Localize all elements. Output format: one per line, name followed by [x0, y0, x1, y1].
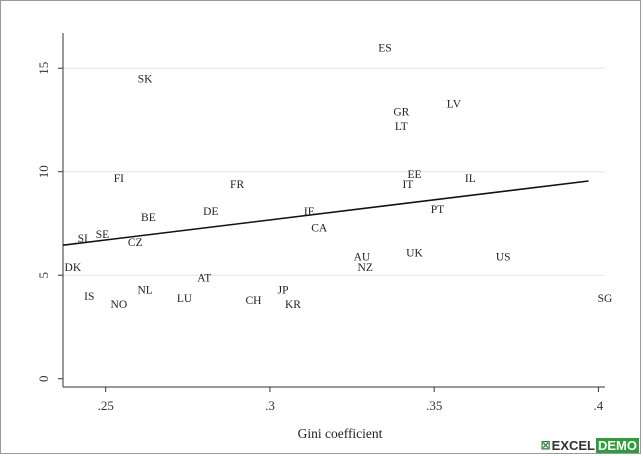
point-label-uk: UK: [406, 247, 423, 259]
point-label-it: IT: [402, 179, 413, 191]
point-label-kr: KR: [285, 299, 301, 311]
y-tick-label: 15: [36, 62, 51, 75]
y-tick-label: 0: [36, 375, 51, 382]
fit-line: [62, 180, 589, 246]
point-label-il: IL: [465, 173, 476, 185]
point-label-us: US: [496, 252, 511, 264]
fit-line-layer: [62, 180, 589, 246]
point-label-is: IS: [84, 291, 94, 303]
x-tick-label: .25: [98, 398, 114, 413]
point-label-dk: DK: [65, 262, 82, 274]
axis-ticks: 0 5 10 15 .25 .3 .35 .4: [36, 62, 604, 413]
logo-mark-icon: ⊠: [540, 438, 551, 452]
x-axis-title: Gini coefficient: [298, 426, 383, 441]
point-label-no: NO: [111, 299, 128, 311]
point-label-ie: IE: [304, 206, 315, 218]
point-label-at: AT: [197, 272, 211, 284]
point-label-nl: NL: [137, 285, 152, 297]
point-label-se: SE: [96, 229, 109, 241]
y-tick-label: 10: [36, 165, 51, 178]
point-label-cz: CZ: [128, 237, 143, 249]
point-label-fr: FR: [230, 179, 244, 191]
point-label-de: DE: [203, 206, 218, 218]
point-label-gr: GR: [393, 107, 409, 119]
point-label-sk: SK: [138, 74, 153, 86]
point-label-lt: LT: [395, 121, 408, 133]
logo-text-demo: DEMO: [596, 437, 639, 453]
logo-text-excel: EXCEL: [551, 437, 595, 453]
point-label-si: SI: [78, 233, 88, 245]
point-label-fi: FI: [114, 173, 124, 185]
y-tick-label: 5: [36, 272, 51, 279]
x-tick-label: .4: [594, 398, 604, 413]
point-label-au: AU: [354, 252, 371, 264]
point-label-ca: CA: [311, 223, 328, 235]
point-label-es: ES: [378, 42, 391, 54]
point-label-pt: PT: [431, 204, 444, 216]
x-tick-label: .3: [265, 398, 275, 413]
point-label-ch: CH: [246, 295, 262, 307]
x-tick-label: .35: [426, 398, 442, 413]
point-label-be: BE: [141, 212, 156, 224]
point-label-nz: NZ: [358, 262, 373, 274]
point-label-jp: JP: [278, 285, 289, 297]
point-label-lv: LV: [447, 98, 462, 110]
point-label-ee: EE: [407, 169, 421, 181]
axes: [62, 33, 605, 388]
gridlines: [63, 67, 605, 276]
point-label-lu: LU: [177, 293, 193, 305]
point-label-sg: SG: [598, 293, 613, 305]
point-labels: ES SK LV GR LT EE FI IL FR IT PT DE IE BE CA SE SI CZ UK AU…: [65, 42, 613, 311]
excel-demo-logo: ⊠ EXCEL DEMO: [541, 436, 639, 454]
